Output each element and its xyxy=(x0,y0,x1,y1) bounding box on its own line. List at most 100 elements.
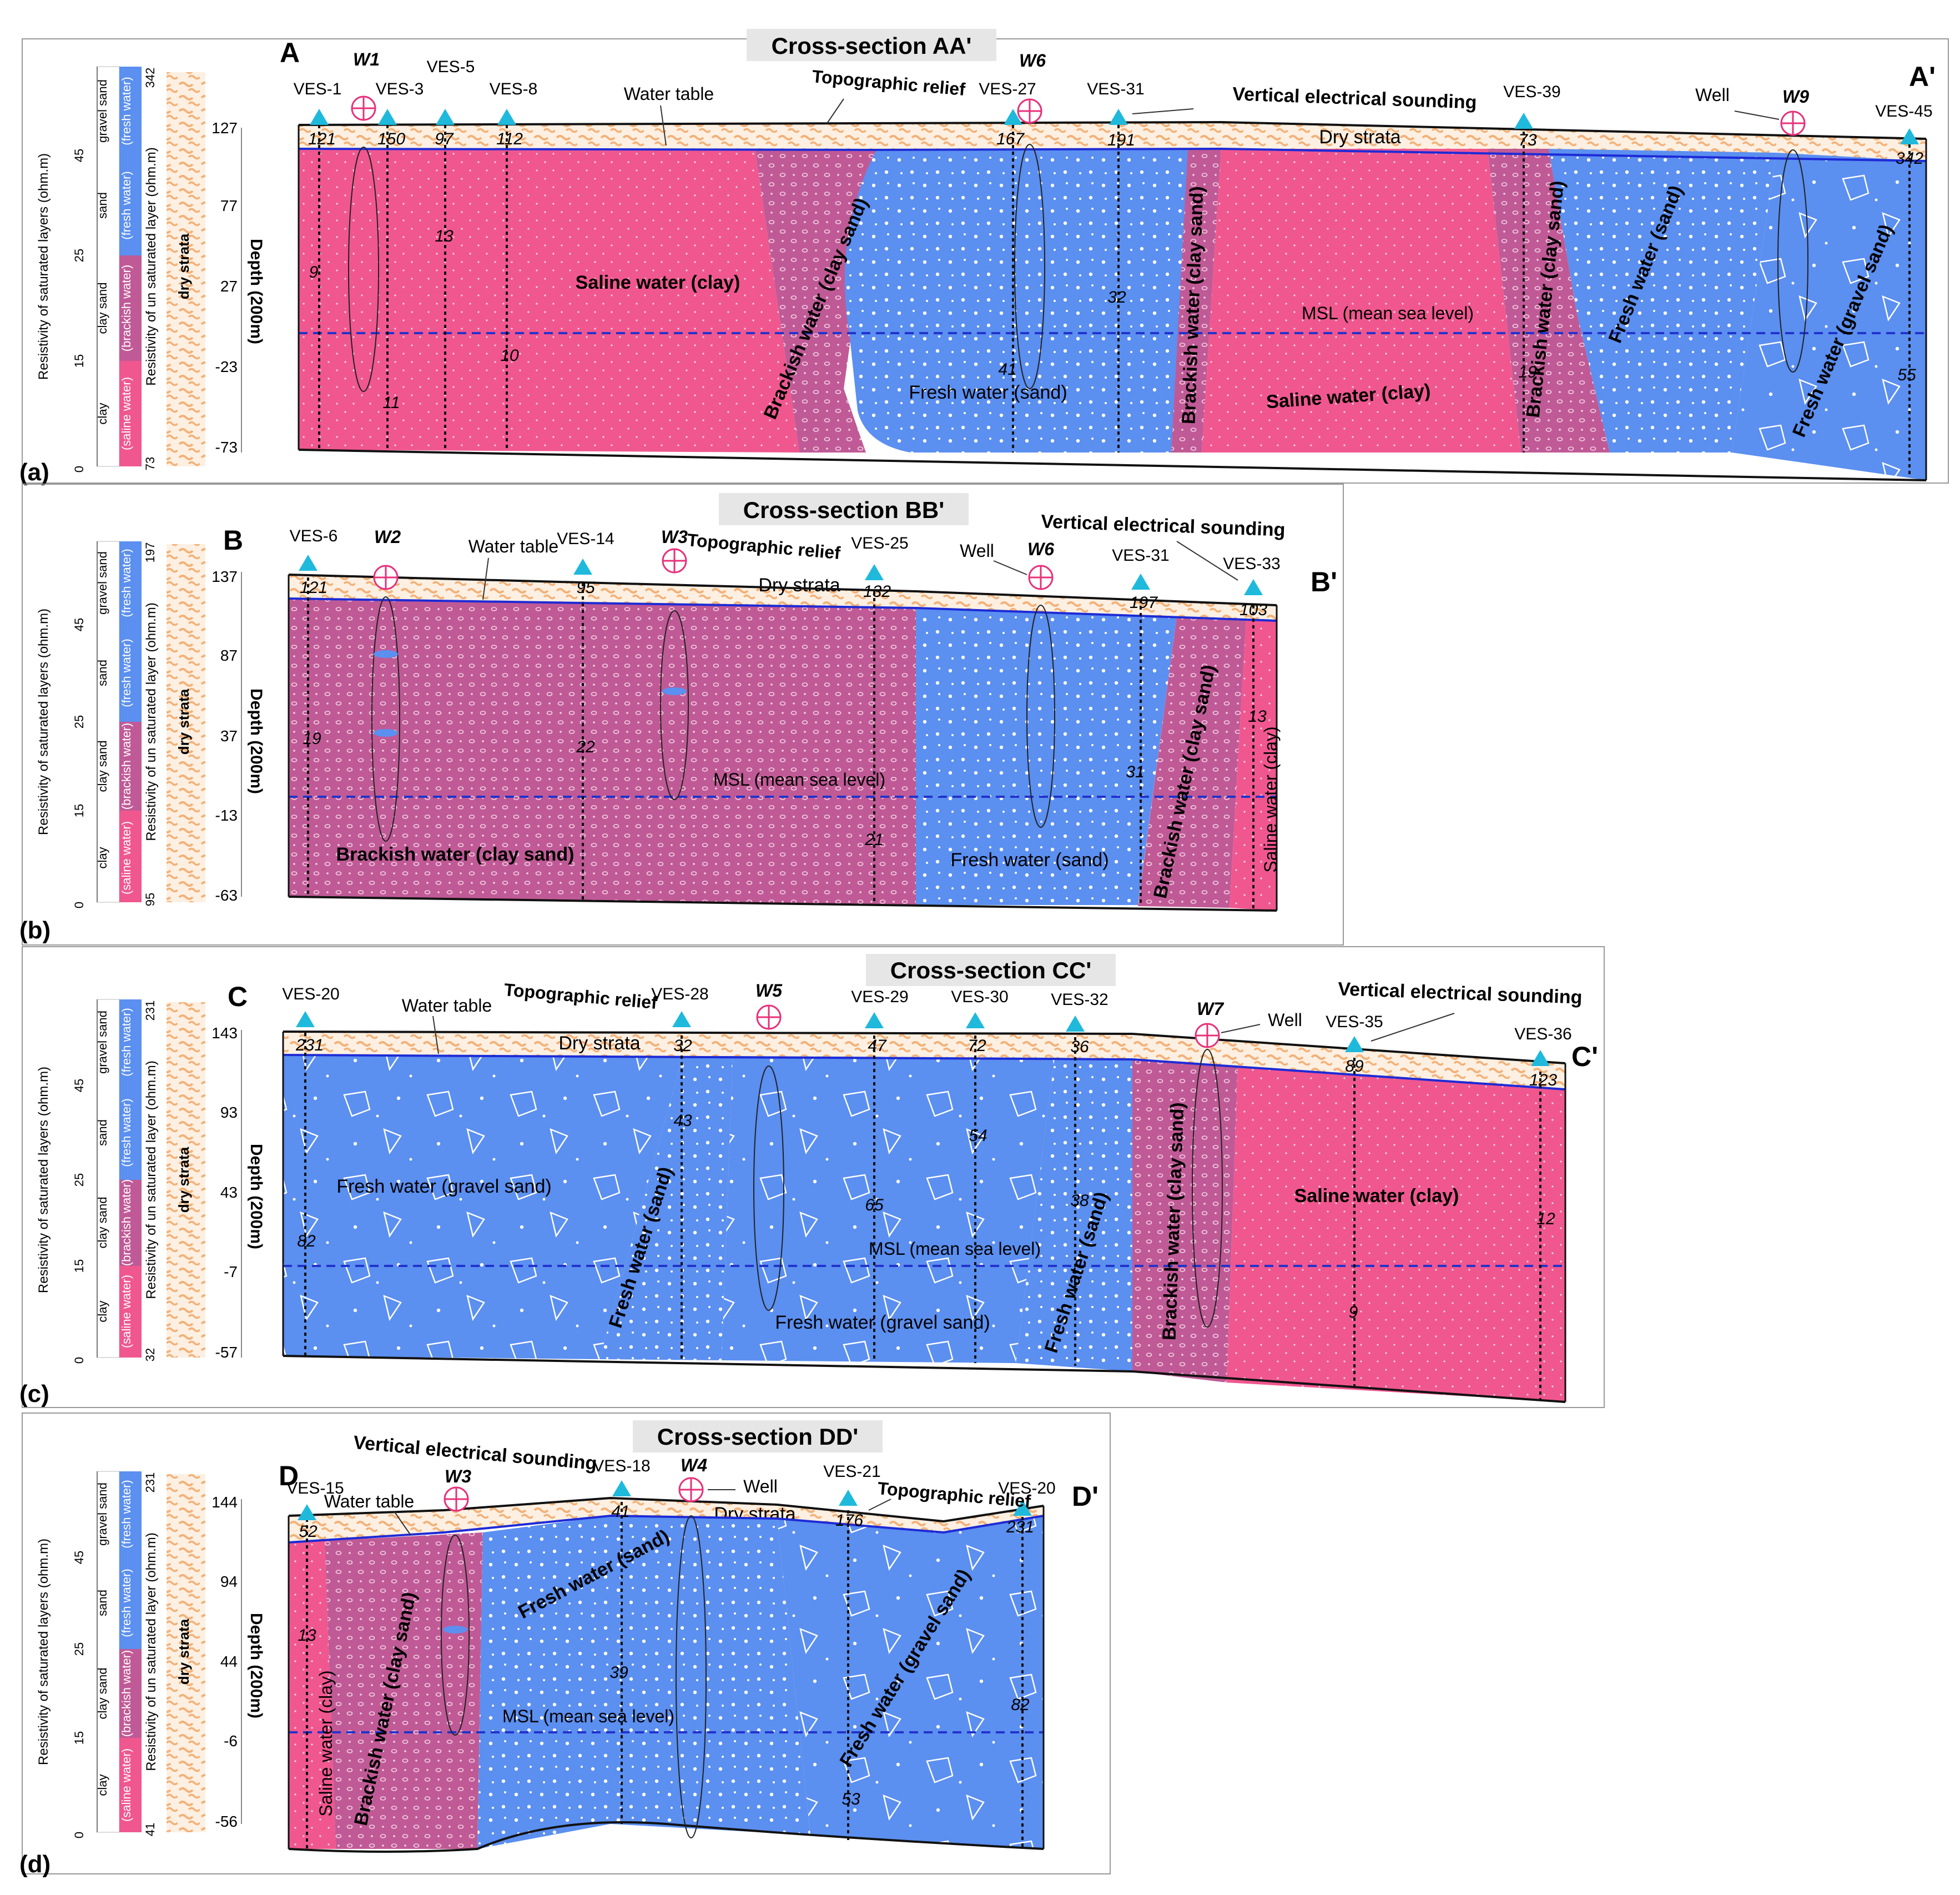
ves-a-39-deep: 19 xyxy=(1518,363,1537,381)
legend-a-water-brackish: (brackish water) xyxy=(119,265,133,351)
ves-a-45-top: 342 xyxy=(1896,149,1923,168)
legend-d-water-saline: (saline water) xyxy=(119,1748,133,1822)
ves-a-1-deep: 9 xyxy=(309,263,319,282)
ves-b-31-top: 197 xyxy=(1130,594,1158,612)
ves-a-3-deep: 11 xyxy=(382,394,400,412)
ves-a-39: VES-39 73 19 xyxy=(1503,83,1561,453)
ves-a-27-name: VES-27 xyxy=(979,80,1036,98)
zone-a-label-fresh-1: Fresh water (sand) xyxy=(909,382,1067,403)
zone-c-label-gravel-2: Fresh water (gravel sand) xyxy=(775,1312,990,1333)
legend-b-lith-sand: sand xyxy=(95,660,109,686)
ves-b-25: VES-25 132 21 xyxy=(851,534,909,902)
dry-strata-b-label: Dry strata xyxy=(758,575,840,596)
ves-b-14-top: 95 xyxy=(576,579,595,597)
zone-b-label-fresh: Fresh water (sand) xyxy=(950,850,1109,871)
legend-a-unsat-bottom: 73 xyxy=(143,457,157,470)
ves-a-27: VES-27 167 41 xyxy=(979,80,1036,453)
ves-a-5-name: VES-5 xyxy=(427,58,475,76)
msl-d-label: MSL (mean sea level) xyxy=(502,1706,674,1726)
endpoint-c-start: C xyxy=(228,981,248,1012)
well-b-w6-label: W6 xyxy=(1027,539,1054,559)
ves-c-29-deep: 65 xyxy=(865,1196,884,1214)
well-c-annotation: Well xyxy=(1268,1010,1302,1030)
ves-d-18-name: VES-18 xyxy=(593,1457,650,1475)
legend-c-lith-gravel: gravel sand xyxy=(95,1011,109,1074)
ves-b-33-name: VES-33 xyxy=(1223,555,1280,573)
ves-d-20: VES-20 231 82 xyxy=(998,1479,1056,1849)
legend-c-lith-clay: clay xyxy=(95,1300,109,1322)
depth-axis-a-label: Depth (200m) xyxy=(247,239,265,344)
water-table-c xyxy=(283,1054,1566,1090)
water-table-b xyxy=(288,597,1277,622)
legend-d-unsat-top: 231 xyxy=(143,1472,157,1493)
ves-a-3-name: VES-3 xyxy=(376,80,424,98)
endpoint-d-end: D' xyxy=(1072,1481,1099,1512)
legend-d-tick-15: 15 xyxy=(72,1731,86,1745)
panel-label-d: (d) xyxy=(19,1851,51,1878)
zone-c-gravel-2 xyxy=(722,1056,1055,1363)
zone-b-fresh xyxy=(916,608,1177,905)
baseline-b xyxy=(288,896,1277,912)
legend-c-lith-sand: sand xyxy=(95,1119,109,1146)
zone-b-brackish-1 xyxy=(289,599,916,905)
ves-c-29-top: 47 xyxy=(868,1037,887,1055)
dry-strata-c-label: Dry strata xyxy=(558,1033,640,1054)
ves-c-30-top: 72 xyxy=(968,1037,986,1055)
zone-a-fresh-2 xyxy=(1549,149,1776,453)
ves-b-25-top: 132 xyxy=(863,582,891,601)
ves-d-20-top: 231 xyxy=(1006,1518,1034,1536)
ves-d-18-top: 41 xyxy=(611,1502,629,1521)
legend-b-water-fresh1: (fresh water) xyxy=(119,639,133,707)
depth-b-87: 87 xyxy=(220,647,238,664)
ves-d-18-deep: 39 xyxy=(609,1663,628,1682)
ves-a-1-name: VES-1 xyxy=(294,80,342,98)
legend-a-tick-0: 0 xyxy=(72,466,86,473)
ves-c-29: VES-29 47 65 xyxy=(851,988,909,1361)
ves-b-33-top: 103 xyxy=(1240,601,1267,619)
legend-d xyxy=(97,1471,205,1833)
ves-c-36-top: 123 xyxy=(1529,1071,1557,1089)
zone-a-label-saline-1: Saline water (clay) xyxy=(576,272,740,293)
ves-c-30: VES-30 72 54 xyxy=(951,988,1009,1363)
ves-b-14: VES-14 95 22 xyxy=(557,530,614,899)
well-a-w6-casing xyxy=(1014,144,1045,389)
ves-c-36-deep: 12 xyxy=(1536,1210,1555,1228)
legend-a-water-saline: (saline water) xyxy=(119,377,133,450)
legend-d-tick-0: 0 xyxy=(72,1832,86,1838)
legend-d-lith-gravel: gravel sand xyxy=(95,1482,109,1546)
ves-a-5: VES-5 97 13 xyxy=(427,58,475,450)
depth-a-77: 77 xyxy=(220,197,238,214)
zone-b-brackish-2 xyxy=(1138,616,1246,908)
ves-a-39-name: VES-39 xyxy=(1503,83,1560,101)
ves-c-35-deep: 9 xyxy=(1349,1303,1358,1321)
ves-d-15-deep: 13 xyxy=(298,1626,316,1645)
depth-c-143: 143 xyxy=(211,1024,238,1042)
legend-b-unsat-label: Resistivity of un saturated layer (ohm.m… xyxy=(144,602,159,841)
well-a-w6-label: W6 xyxy=(1019,51,1046,71)
depth-c-93: 93 xyxy=(220,1104,238,1121)
depth-b-137: 137 xyxy=(211,568,238,585)
legend-c-water-brackish: (brackish water) xyxy=(119,1179,133,1266)
legend-c-dry-label: dry strata xyxy=(175,1147,192,1213)
ves-a-1-top: 121 xyxy=(308,130,336,148)
ves-b-31: VES-31 197 31 xyxy=(1112,546,1170,906)
msl-b-label: MSL (mean sea level) xyxy=(713,770,885,790)
legend-a-dry-label: dry strata xyxy=(175,233,192,299)
baseline-d xyxy=(288,1821,1044,1853)
zone-a-fresh-1 xyxy=(844,149,1188,453)
topo-relief-a-label: Topographic relief xyxy=(812,66,966,99)
ves-d-15-name: VES-15 xyxy=(286,1479,344,1497)
zone-c-fresh-2 xyxy=(1016,1058,1132,1371)
zone-c-brackish xyxy=(1132,1059,1238,1383)
well-b-w3-label: W3 xyxy=(661,527,688,547)
legend-b-lith-clay: clay xyxy=(95,847,109,868)
legend-d-water-fresh2: (fresh water) xyxy=(119,1480,133,1548)
water-table-a-label: Water table xyxy=(624,84,714,104)
topo-relief-b-label: Topographic relief xyxy=(687,530,842,563)
dry-strata-d xyxy=(289,1498,1044,1542)
ves-a-3: VES-3 150 11 xyxy=(376,80,424,450)
zone-c-label-gravel-1: Fresh water (gravel sand) xyxy=(336,1176,551,1197)
ves-a-31-name: VES-31 xyxy=(1087,80,1144,98)
legend-b-unsat-top: 197 xyxy=(143,542,157,563)
